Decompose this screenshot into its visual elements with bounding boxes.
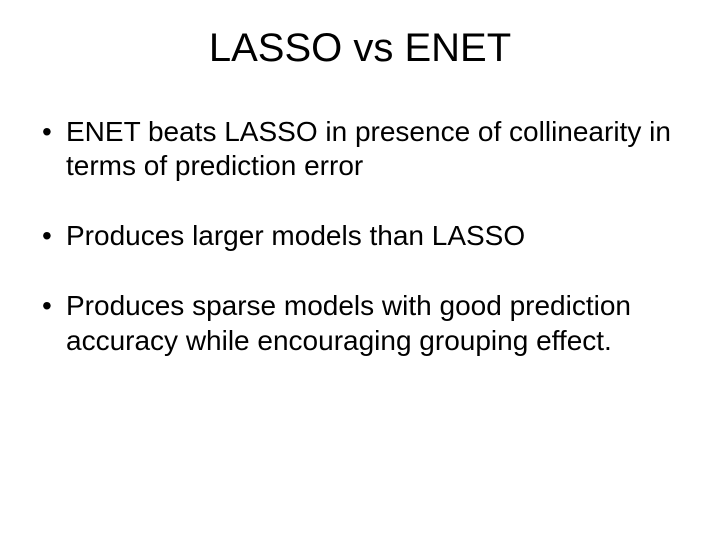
list-item: ENET beats LASSO in presence of collinea… — [38, 115, 682, 183]
slide: LASSO vs ENET ENET beats LASSO in presen… — [0, 0, 720, 540]
slide-title: LASSO vs ENET — [38, 26, 682, 71]
list-item: Produces sparse models with good predict… — [38, 289, 682, 357]
list-item: Produces larger models than LASSO — [38, 219, 682, 253]
bullet-list: ENET beats LASSO in presence of collinea… — [38, 115, 682, 358]
